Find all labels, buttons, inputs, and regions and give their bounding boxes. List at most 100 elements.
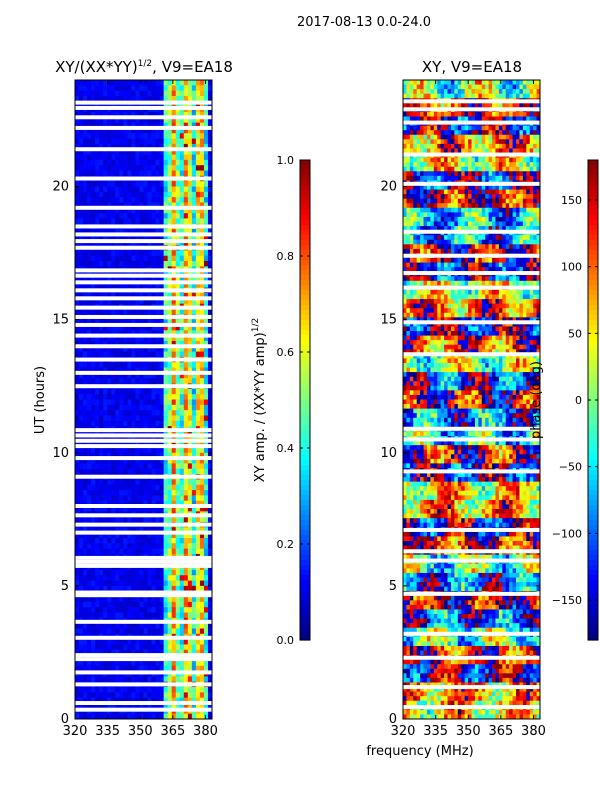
blank-row <box>75 344 212 349</box>
x-tick-label: 380 <box>521 724 546 739</box>
blank-row <box>75 438 212 443</box>
blank-row <box>75 559 212 564</box>
blank-row <box>403 253 540 258</box>
blank-row <box>403 271 540 276</box>
colorbar-tick-label: 1.0 <box>277 154 295 167</box>
blank-row <box>75 444 212 449</box>
blank-row <box>75 522 212 527</box>
blank-row <box>75 105 212 110</box>
blank-row <box>75 433 212 438</box>
shared-x-axis-label: frequency (MHz) <box>366 744 473 759</box>
x-tick-label: 365 <box>160 724 185 739</box>
blank-row <box>75 474 212 479</box>
colorbar-tick-label: 0.0 <box>277 634 295 647</box>
colorbar-tick-label: −100 <box>552 527 582 540</box>
blank-row <box>75 288 212 293</box>
blank-row <box>75 682 212 687</box>
blank-row <box>403 631 540 636</box>
amplitude-title-prefix: XY/(XX*YY) <box>55 58 138 76</box>
blank-row <box>75 428 212 433</box>
blank-row <box>75 384 212 389</box>
colorbar-tick-label: −50 <box>559 461 582 474</box>
blank-row <box>75 707 212 712</box>
blank-row <box>403 655 540 660</box>
blank-row <box>75 670 212 675</box>
blank-row <box>75 593 212 598</box>
blank-row <box>75 305 212 310</box>
blank-row <box>403 469 540 474</box>
blank-row <box>75 314 212 319</box>
amplitude-colorbar-frame <box>299 159 311 641</box>
blank-row <box>75 224 212 229</box>
colorbar-tick-label: 0.6 <box>277 346 295 359</box>
phase-axis-ticks: 320 335 350 365 380 0 5 10 15 20 <box>380 80 546 739</box>
amplitude-title-exponent: 1/2 <box>138 59 152 69</box>
blank-row <box>403 685 540 690</box>
blank-row <box>403 107 540 112</box>
blank-row <box>403 527 540 532</box>
blank-row <box>403 99 540 104</box>
blank-row <box>75 530 212 535</box>
blank-row <box>75 333 212 338</box>
colorbar-tick-label: 0.2 <box>277 538 295 551</box>
blank-row <box>75 232 212 237</box>
blank-row <box>75 205 212 210</box>
blank-row <box>403 320 540 325</box>
blank-row <box>75 357 212 362</box>
x-tick-label: 350 <box>128 724 153 739</box>
blank-row <box>75 322 212 327</box>
blank-row <box>75 245 212 250</box>
colorbar-tick-label: 0.4 <box>277 442 295 455</box>
blank-row <box>75 590 212 595</box>
blank-row <box>75 513 212 518</box>
blank-row <box>403 705 540 710</box>
amplitude-colorbar: 0.0 0.2 0.4 0.6 0.8 1.0 XY amp. / (XX*YY amp)… <box>251 154 311 647</box>
blank-row <box>403 229 540 234</box>
amplitude-colorbar-label: XY amp. / (XX*YY amp)1/2 <box>251 318 268 482</box>
y-tick-label: 0 <box>61 712 69 727</box>
x-tick-label: 335 <box>95 724 120 739</box>
blank-row <box>403 426 540 431</box>
blank-row <box>75 619 212 624</box>
y-tick-label: 20 <box>52 180 69 195</box>
blank-row <box>75 504 212 508</box>
blank-row <box>75 657 212 662</box>
colorbar-tick-label: 50 <box>568 327 582 340</box>
phase-colorbar: −150 −100 −50 0 50 100 150 phase (deg) <box>529 159 599 641</box>
figure-suptitle: 2017-08-13 0.0-24.0 <box>297 15 431 30</box>
y-tick-label: 10 <box>52 446 69 461</box>
blank-row <box>75 701 212 706</box>
x-tick-label: 350 <box>456 724 481 739</box>
x-tick-label: 320 <box>63 724 88 739</box>
x-tick-label: 320 <box>391 724 416 739</box>
blank-row <box>75 273 212 278</box>
blank-row <box>403 120 540 125</box>
phase-panel: XY, V9=EA18 320 335 350 365 380 0 5 10 15 20 <box>380 58 545 739</box>
blank-row <box>75 456 212 461</box>
phase-heatmap <box>403 80 541 720</box>
blank-row <box>75 268 212 273</box>
x-tick-label: 365 <box>488 724 513 739</box>
blank-row <box>75 115 212 120</box>
blank-row <box>403 181 540 186</box>
colorbar-tick-label: 0.8 <box>277 250 295 263</box>
blank-row <box>75 100 212 105</box>
x-tick-label: 335 <box>423 724 448 739</box>
blank-row <box>403 437 540 442</box>
blank-row <box>75 563 212 568</box>
blank-row <box>75 635 212 640</box>
amplitude-axis-ticks: 320 335 350 365 380 0 5 10 15 20 <box>52 80 218 739</box>
phase-blank-rows <box>403 99 540 710</box>
y-tick-label: 15 <box>52 313 69 328</box>
amplitude-blank-rows <box>75 100 212 712</box>
phase-plot-frame <box>402 79 541 720</box>
blank-row <box>403 591 540 596</box>
y-tick-label: 5 <box>389 579 397 594</box>
colorbar-tick-label: −150 <box>552 594 582 607</box>
y-tick-label: 20 <box>380 180 397 195</box>
blank-row <box>403 558 540 563</box>
amplitude-panel: XY/(XX*YY)1/2, V9=EA18 320 335 350 365 380 0 5… <box>33 58 233 739</box>
colorbar-tick-label: 150 <box>561 194 582 207</box>
y-tick-label: 10 <box>380 446 397 461</box>
blank-row <box>403 152 540 157</box>
